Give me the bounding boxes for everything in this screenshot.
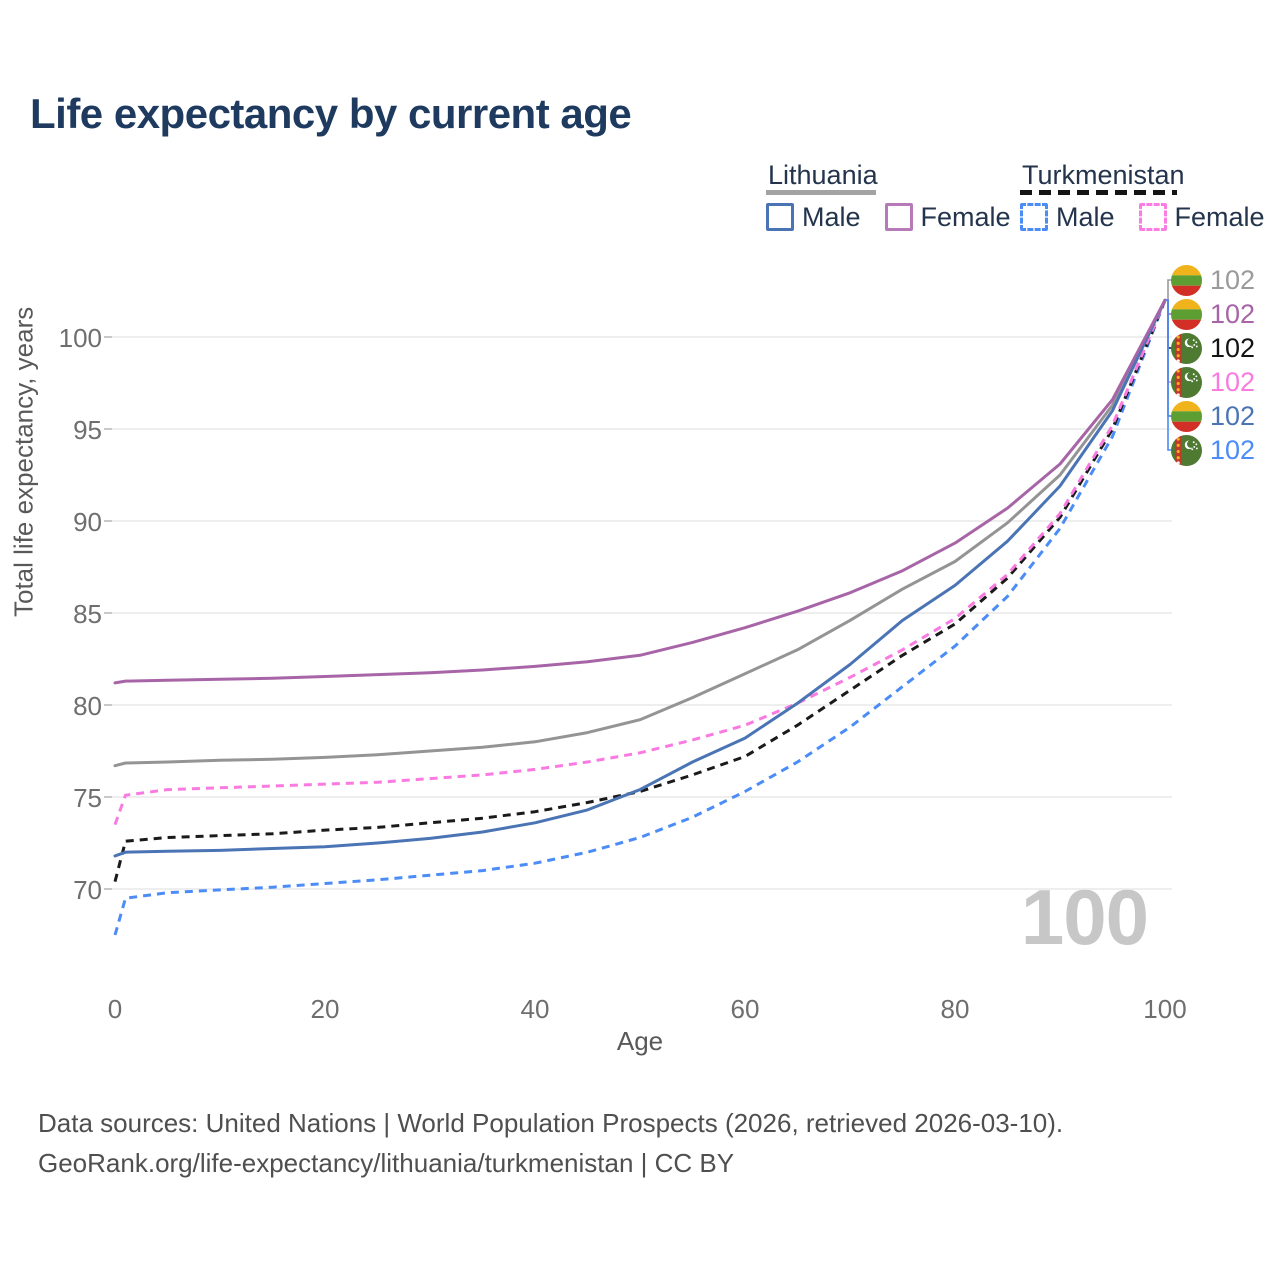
lithuania-female-swatch-icon — [884, 203, 913, 231]
lithuania-male-swatch-icon — [766, 203, 794, 231]
turkmenistan-male-swatch-icon — [1020, 203, 1048, 231]
turkmenistan-flag-icon — [1171, 366, 1202, 398]
footer-data-sources: Data sources: United Nations | World Pop… — [38, 1108, 1064, 1138]
legend-group-turkmenistan-title: Turkmenistan — [1022, 160, 1185, 190]
series-line-lt_male[interactable] — [113, 298, 1167, 858]
legend-row-lithuania: Male Female — [766, 202, 1011, 232]
x-tick-label: 80 — [940, 994, 970, 1024]
legend-item-lithuania-female[interactable]: Female — [884, 201, 1011, 233]
end-label-tm_both: 102 — [1171, 332, 1255, 364]
end-label-value: 102 — [1210, 332, 1256, 363]
y-tick-label: 80 — [73, 691, 102, 721]
x-tick-label: 0 — [107, 994, 123, 1024]
end-label-value: 102 — [1210, 434, 1256, 465]
lithuania-flag-icon — [1171, 264, 1202, 296]
y-tick-label: 75 — [73, 783, 102, 813]
legend-lithuania-line-sample — [766, 190, 876, 195]
end-label-value: 102 — [1210, 366, 1256, 397]
legend-item-label: Male — [802, 201, 861, 232]
end-label-value: 102 — [1210, 264, 1256, 295]
turkmenistan-flag-icon — [1171, 434, 1202, 466]
y-tick-label: 90 — [73, 507, 102, 537]
leader-line — [1165, 299, 1174, 451]
end-label-lt_both: 102 — [1171, 264, 1255, 296]
legend-item-lithuania-male[interactable]: Male — [766, 202, 861, 233]
end-label-lt_male: 102 — [1171, 400, 1255, 432]
y-tick-label: 70 — [73, 875, 102, 905]
legend-turkmenistan-line-sample — [1020, 190, 1177, 195]
legend-row-turkmenistan: Male Female — [1020, 202, 1265, 232]
series-line-tm_both[interactable] — [113, 299, 1167, 882]
x-axis-title: Age — [616, 1026, 664, 1056]
x-tick-label: 20 — [310, 994, 340, 1024]
end-label-value: 102 — [1210, 400, 1256, 431]
hover-age-watermark: 100 — [1020, 873, 1149, 961]
y-tick-label: 100 — [58, 323, 102, 353]
lithuania-flag-icon — [1171, 298, 1202, 330]
end-label-value: 102 — [1210, 298, 1256, 329]
series-line-tm_female[interactable] — [113, 299, 1167, 826]
footer-attribution-url: GeoRank.org/life-expectancy/lithuania/tu… — [38, 1148, 735, 1178]
x-tick-label: 100 — [1143, 994, 1187, 1024]
end-label-lt_female: 102 — [1171, 298, 1255, 330]
end-label-tm_male: 102 — [1171, 434, 1255, 466]
legend-item-turkmenistan-female[interactable]: Female — [1138, 201, 1265, 233]
y-tick-label: 85 — [73, 599, 102, 629]
series-line-lt_both[interactable] — [113, 298, 1167, 768]
turkmenistan-flag-icon — [1171, 332, 1202, 364]
turkmenistan-female-swatch-icon — [1138, 203, 1167, 231]
page-title: Life expectancy by current age — [30, 90, 632, 137]
series-line-lt_female[interactable] — [113, 298, 1167, 685]
x-tick-label: 60 — [730, 994, 760, 1024]
legend-item-turkmenistan-male[interactable]: Male — [1020, 202, 1115, 233]
x-tick-label: 40 — [520, 994, 550, 1024]
end-label-tm_female: 102 — [1171, 366, 1255, 398]
legend-item-label: Female — [1174, 201, 1265, 232]
legend-group-lithuania-title: Lithuania — [768, 160, 878, 190]
lithuania-flag-icon — [1171, 400, 1202, 432]
y-tick-label: 95 — [73, 415, 102, 445]
legend-item-label: Female — [920, 201, 1011, 232]
legend-item-label: Male — [1056, 201, 1115, 232]
series-line-tm_male[interactable] — [113, 299, 1167, 936]
